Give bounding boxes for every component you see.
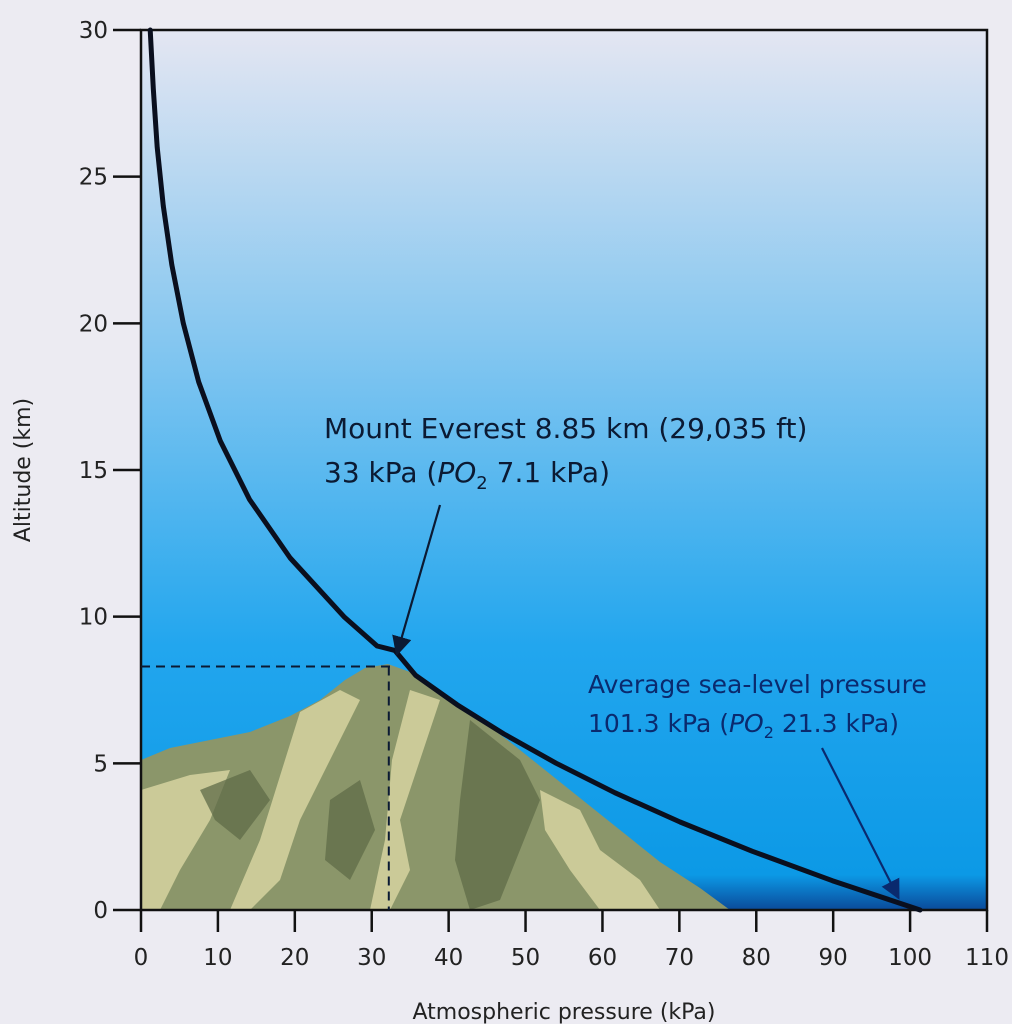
x-tick-label: 20 [280,945,309,971]
y-tick-label: 10 [79,605,108,631]
y-axis-label: Altitude (km) [11,398,36,542]
y-axis: 0 5 10 15 20 25 30 [79,18,141,924]
x-tick-label: 50 [511,945,540,971]
annotation-everest-line1: Mount Everest 8.85 km (29,035 ft) [324,412,807,445]
annotation-sea-level-line1: Average sea-level pressure [588,670,927,699]
x-tick-label: 100 [888,945,932,971]
y-tick-label: 30 [79,18,108,44]
x-tick-label: 10 [203,945,232,971]
y-tick-label: 0 [93,898,108,924]
x-tick-label: 90 [819,945,848,971]
mountain-highlight [540,790,660,910]
y-tick-label: 15 [79,458,108,484]
mountain-shadow [325,780,375,880]
y-tick-label: 20 [79,311,108,337]
x-tick-label: 110 [965,945,1009,971]
annotation-everest-arrow [392,504,442,657]
annotation-sea-level-arrow [821,747,900,900]
mountain-highlight [230,690,360,910]
mountain-highlight [370,690,440,910]
x-tick-label: 70 [665,945,694,971]
y-tick-label: 25 [79,165,108,191]
annotation-everest-line2: 33 kPa (PO2 7.1 kPa) [324,456,610,494]
annotation-everest: Mount Everest 8.85 km (29,035 ft) 33 kPa… [324,412,807,657]
annotation-sea-level-line2: 101.3 kPa (PO2 21.3 kPa) [588,709,899,742]
mountain-shadow [455,720,540,910]
y-tick-label: 5 [93,751,108,777]
mountain-illustration [141,664,730,910]
x-tick-label: 60 [588,945,617,971]
x-tick-label: 80 [742,945,771,971]
x-axis-label: Atmospheric pressure (kPa) [412,1000,715,1024]
mountain-shadow [200,770,270,840]
annotation-sea-level: Average sea-level pressure 101.3 kPa (PO… [588,670,927,900]
x-tick-label: 40 [434,945,463,971]
x-tick-label: 30 [357,945,386,971]
x-axis: 0 10 20 30 40 50 60 70 80 90 100 110 [134,910,1009,971]
series-line-altitude-pressure [147,27,923,913]
x-tick-label: 0 [134,945,149,971]
